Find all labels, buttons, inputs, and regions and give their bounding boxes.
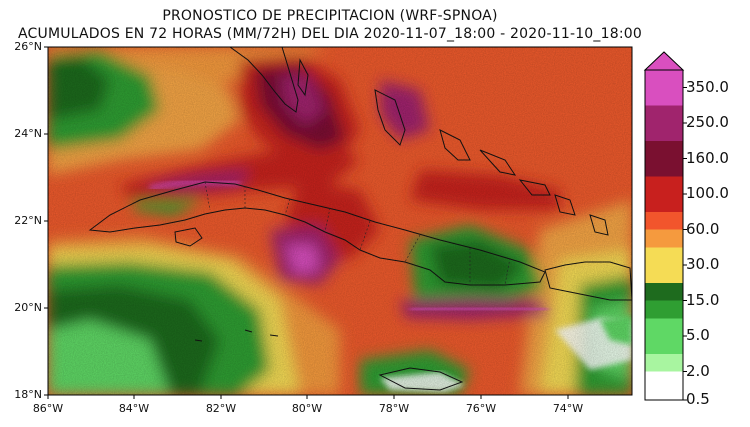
colorbar-segment [645, 247, 683, 283]
lat-label: 22°N [14, 214, 42, 227]
bahamas-outline [297, 58, 609, 236]
colorbar-segment [645, 371, 683, 400]
colorbar-label: 100.0 [686, 184, 729, 202]
precipitation-field [48, 47, 632, 395]
lon-label: 78°W [378, 402, 410, 415]
map-subtitle: ACUMULADOS EN 72 HORAS (MM/72H) DEL DIA … [18, 26, 642, 42]
colorbar-label: 350.0 [686, 78, 729, 96]
colorbar-extend-arrow [643, 51, 685, 71]
lon-label: 80°W [291, 402, 323, 415]
colorbar-segment [645, 300, 683, 319]
axis-ticks [44, 46, 569, 399]
lon-label: 84°W [118, 402, 150, 415]
colorbar-segment [645, 70, 683, 106]
colorbar-segment [645, 176, 683, 212]
colorbar-segment [645, 105, 683, 141]
colorbar-label: 0.5 [686, 390, 710, 408]
hispaniola-outline [544, 261, 632, 301]
colorbar-segment [645, 283, 683, 301]
colorbar-segment [645, 354, 683, 372]
lat-label: 24°N [14, 127, 42, 140]
lon-label: 82°W [205, 402, 237, 415]
lon-label: 86°W [32, 402, 64, 415]
colorbar-label: 2.0 [686, 362, 710, 380]
colorbar-label: 160.0 [686, 149, 729, 167]
coastlines [88, 47, 632, 391]
map-title: PRONOSTICO DE PRECIPITACION (WRF-SPNOA) [162, 8, 498, 24]
lon-label: 74°W [552, 402, 584, 415]
lat-label: 20°N [14, 301, 42, 314]
lat-label: 18°N [14, 388, 42, 401]
province-boundaries [204, 181, 511, 286]
lat-label: 26°N [14, 40, 42, 53]
colorbar [643, 51, 687, 401]
colorbar-label: 15.0 [686, 291, 720, 309]
colorbar-segment [645, 141, 683, 177]
colorbar-label: 30.0 [686, 255, 720, 273]
colorbar-segment [645, 229, 683, 248]
florida-outline [229, 47, 299, 113]
lon-label: 76°W [465, 402, 497, 415]
isla-juventud-outline [174, 227, 203, 247]
colorbar-label: 5.0 [686, 326, 710, 344]
colorbar-segment [645, 318, 683, 354]
jamaica-outline [378, 367, 464, 391]
colorbar-label: 250.0 [686, 113, 729, 131]
colorbar-segment [645, 212, 683, 230]
colorbar-label: 60.0 [686, 220, 720, 238]
cayman-islands-outline [194, 329, 279, 342]
